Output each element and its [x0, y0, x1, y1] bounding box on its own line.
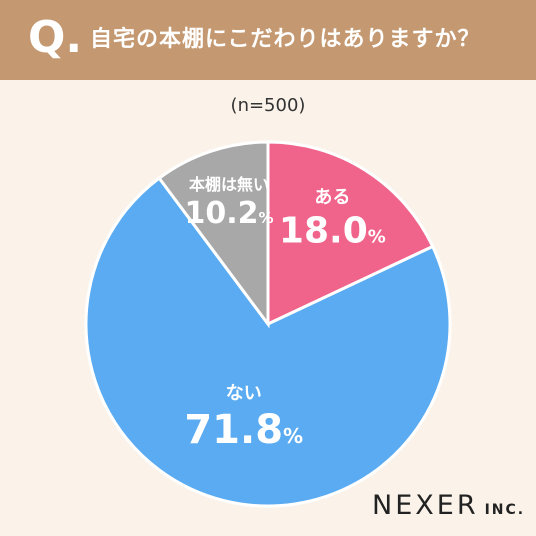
slice-category-label: ない	[226, 383, 262, 404]
slice-aru	[266, 140, 435, 327]
logo-main-text: NEXER	[372, 490, 479, 521]
slice-category-label: 本棚は無い	[189, 175, 269, 194]
slice-no-bookshelf	[157, 140, 270, 329]
question-title: 自宅の本棚にこだわりはありますか？	[90, 27, 481, 52]
slice-value-label: 10.2%	[184, 196, 273, 231]
slice-nai	[84, 176, 452, 508]
nexer-logo: NEXER INC.	[372, 490, 525, 521]
header-banner: Q. 自宅の本棚にこだわりはありますか？	[0, 0, 536, 80]
slice-value-label: 18.0%	[279, 210, 386, 251]
logo-sub-text: INC.	[484, 502, 526, 518]
slice-category-label: ある	[314, 187, 350, 208]
sample-size: (n=500)	[230, 95, 306, 116]
question-mark-label: Q.	[28, 12, 83, 63]
slice-value-label: 71.8%	[184, 407, 303, 453]
